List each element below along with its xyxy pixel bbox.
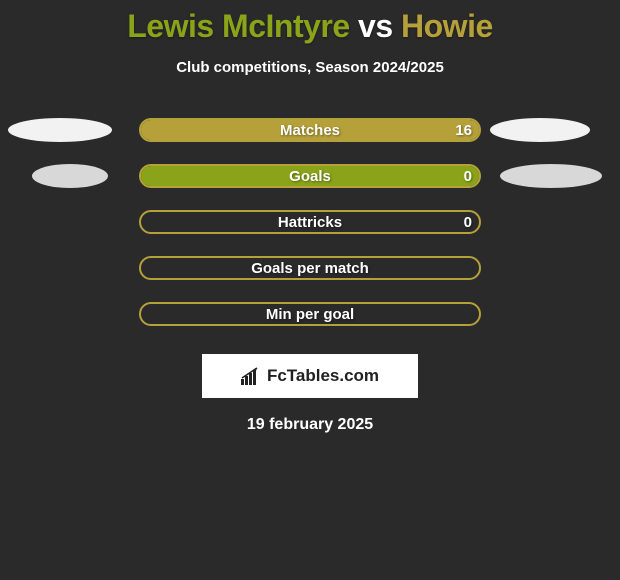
title-player2: Howie (401, 8, 493, 44)
page-title: Lewis McIntyre vs Howie (0, 0, 620, 45)
title-player1: Lewis McIntyre (127, 8, 349, 44)
stat-value-right: 0 (464, 210, 472, 234)
player-photo-placeholder (8, 118, 112, 142)
stat-row: Min per goal (0, 302, 620, 348)
stat-row: Hattricks0 (0, 210, 620, 256)
subtitle: Club competitions, Season 2024/2025 (0, 59, 620, 76)
stat-bar: Goals per match (139, 256, 481, 280)
stat-label: Matches (141, 120, 479, 140)
stat-bar: Min per goal (139, 302, 481, 326)
barchart-icon (241, 367, 263, 385)
stat-bar: Hattricks (139, 210, 481, 234)
stat-label: Goals (141, 166, 479, 186)
stat-value-right: 0 (464, 164, 472, 188)
date: 19 february 2025 (0, 416, 620, 434)
player-photo-placeholder (32, 164, 108, 188)
player-photo-placeholder (490, 118, 590, 142)
stat-label: Hattricks (141, 212, 479, 232)
logo-box: FcTables.com (202, 354, 418, 398)
stats-area: Matches16Goals0Hattricks0Goals per match… (0, 118, 620, 348)
stat-label: Min per goal (141, 304, 479, 324)
player-photo-placeholder (500, 164, 602, 188)
stat-bar: Matches (139, 118, 481, 142)
stat-row: Goals per match (0, 256, 620, 302)
stat-value-right: 16 (455, 118, 472, 142)
logo-text: FcTables.com (267, 366, 379, 386)
stat-bar: Goals (139, 164, 481, 188)
title-vs: vs (358, 8, 393, 44)
logo: FcTables.com (241, 366, 379, 386)
stat-label: Goals per match (141, 258, 479, 278)
